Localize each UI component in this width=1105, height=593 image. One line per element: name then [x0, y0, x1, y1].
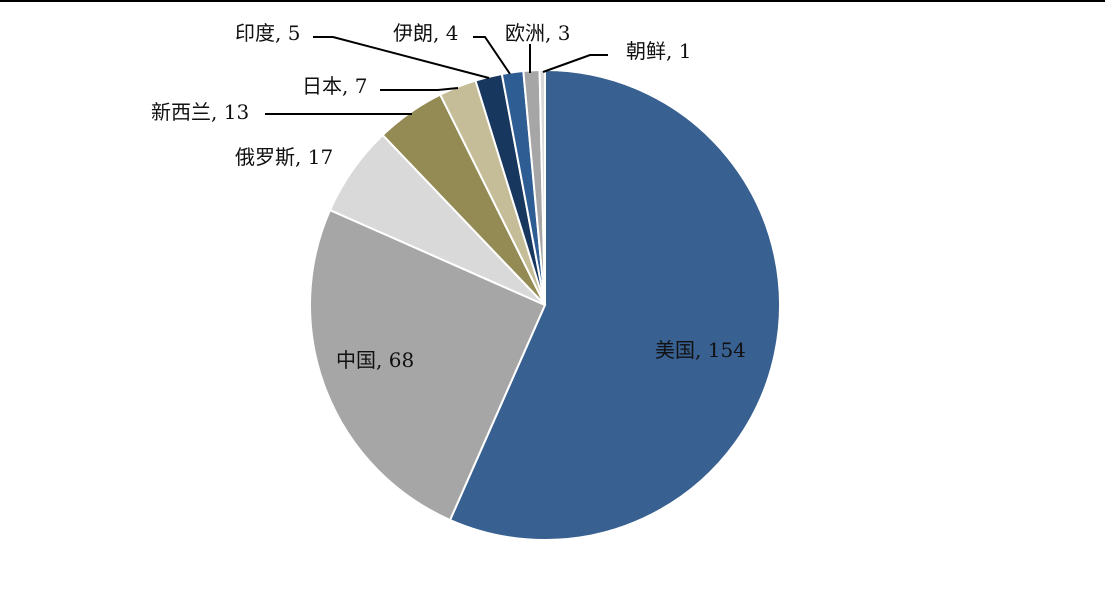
data-labels: 美国, 154 中国, 68 俄罗斯, 17 新西兰, 13 日本, 7 印度,… [151, 21, 746, 372]
data-label-japan: 日本, 7 [302, 74, 367, 98]
pie-slice-united-states [448, 68, 781, 541]
leader-line-north-korea [542, 54, 608, 73]
data-label-iran: 伊朗, 4 [393, 21, 458, 45]
leader-line-iran [473, 36, 511, 75]
label-leader-lines [265, 36, 608, 115]
data-label-china: 中国, 68 [336, 348, 414, 372]
data-label-europe: 欧洲, 3 [505, 21, 570, 45]
data-label-north-korea: 朝鲜, 1 [626, 39, 691, 63]
leader-line-india [313, 36, 490, 79]
data-label-russia: 俄罗斯, 17 [235, 145, 333, 169]
leader-line-japan [380, 87, 459, 91]
data-label-united-states: 美国, 154 [655, 338, 746, 362]
pie-slices [309, 68, 781, 541]
pie-slice-china [309, 208, 547, 522]
data-label-india: 印度, 5 [235, 21, 300, 45]
pie-slice-north-korea [538, 68, 546, 306]
data-label-new-zealand: 新西兰, 13 [151, 100, 249, 124]
